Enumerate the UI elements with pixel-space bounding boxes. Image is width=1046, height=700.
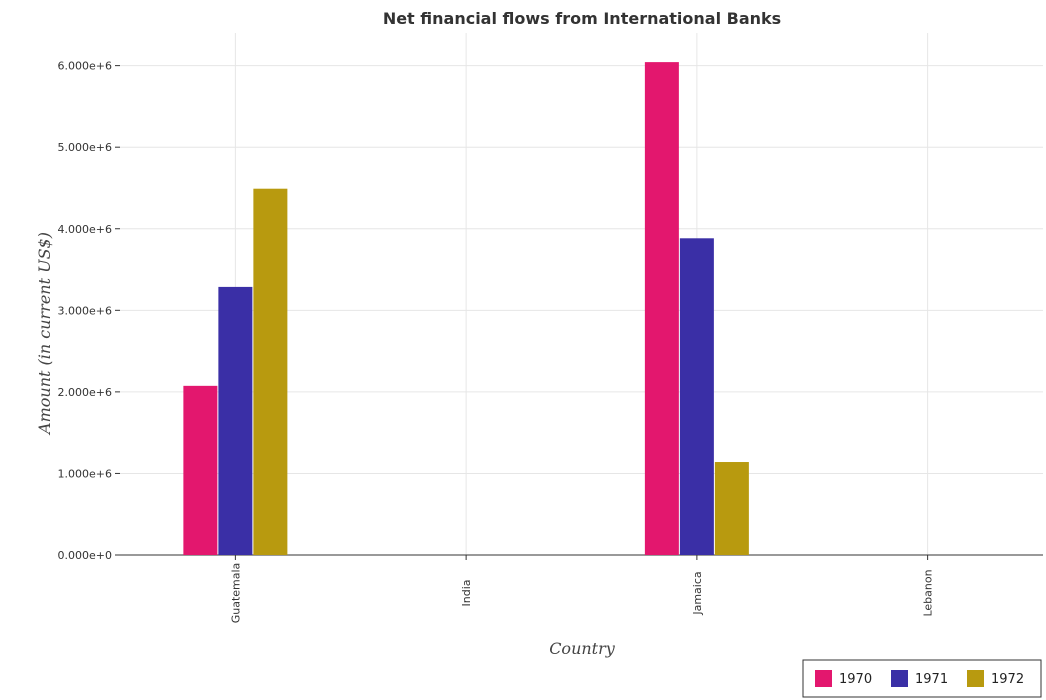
- bars: [183, 62, 749, 556]
- legend-box: [802, 659, 1042, 698]
- y-axis-label: Amount (in current US$): [35, 232, 54, 436]
- x-tick-label: Lebanon: [922, 569, 935, 616]
- bar-1971-guatemala: [218, 286, 253, 555]
- y-tick-label: 1.000e+6: [58, 467, 112, 480]
- y-tick-label: 0.000e+0: [58, 549, 112, 562]
- y-tick-label: 2.000e+6: [58, 386, 112, 399]
- x-tick-label: Guatemala: [229, 563, 242, 624]
- bar-1970-guatemala: [183, 385, 218, 555]
- bar-1972-jamaica: [714, 462, 749, 555]
- y-tick-label: 6.000e+6: [58, 60, 112, 73]
- y-tick-label: 4.000e+6: [58, 223, 112, 236]
- x-axis-ticks: Guatemala India Jamaica Lebanon: [229, 555, 935, 624]
- x-axis-label: Country: [549, 639, 616, 658]
- legend-label-1970: 1970: [839, 672, 872, 687]
- bar-1971-jamaica: [679, 238, 714, 555]
- bar-1972-guatemala: [253, 188, 288, 555]
- y-tick-label: 3.000e+6: [58, 304, 112, 317]
- legend-swatch-1971: [891, 670, 908, 687]
- legend-swatch-1970: [815, 670, 832, 687]
- legend: 1970 1971 1972: [802, 659, 1042, 698]
- legend-swatch-1972: [967, 670, 984, 687]
- legend-label-1972: 1972: [991, 672, 1024, 687]
- chart-title: Net financial flows from International B…: [383, 9, 781, 28]
- bar-1970-jamaica: [644, 62, 679, 556]
- y-axis-ticks: 0.000e+0 1.000e+6 2.000e+6 3.000e+6 4.000e+6…: [58, 60, 120, 562]
- x-tick-label: Jamaica: [691, 571, 704, 615]
- y-tick-label: 5.000e+6: [58, 141, 112, 154]
- x-tick-label: India: [460, 580, 473, 607]
- legend-label-1971: 1971: [915, 672, 948, 687]
